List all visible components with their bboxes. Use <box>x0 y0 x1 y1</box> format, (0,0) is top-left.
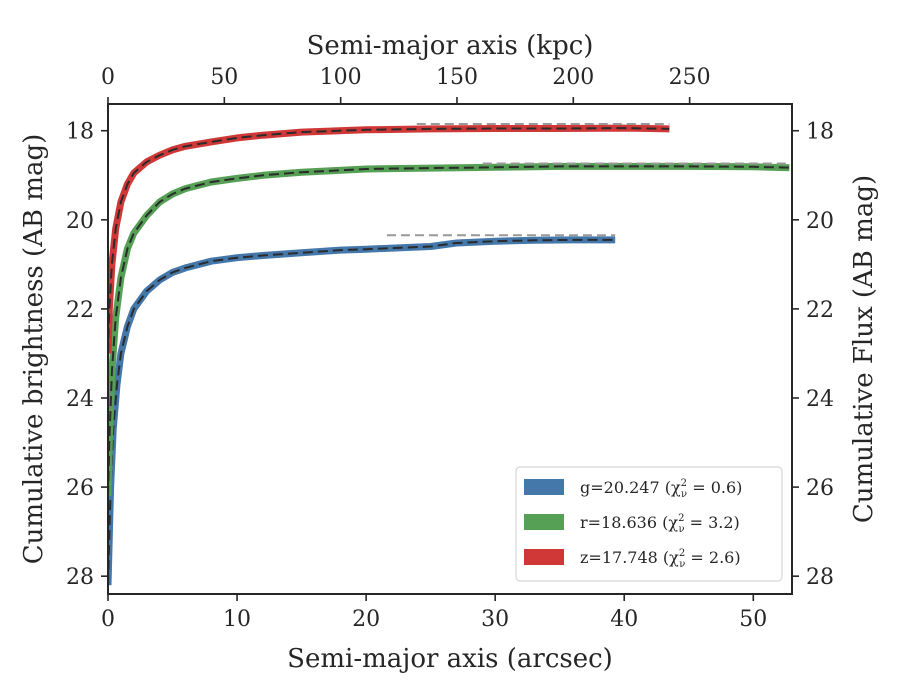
model-curve-z <box>108 127 670 354</box>
top-x-tick-label: 150 <box>436 65 478 90</box>
left-y-axis: 18 20 22 24 26 28 <box>66 120 108 590</box>
x-tick-label: 20 <box>352 607 380 632</box>
legend-swatch-g <box>524 479 564 495</box>
legend: g=20.247 (χ2 ν = 0.6) r=18.636 (χ2 ν = 3.2)… <box>515 466 783 582</box>
series-layer <box>108 122 790 586</box>
top-x-axis-title: Semi-major axis (kpc) <box>307 31 594 61</box>
y-tick-label: 18 <box>66 120 94 145</box>
x-tick-label: 40 <box>610 607 638 632</box>
right-y-tick-label: 20 <box>806 209 834 234</box>
x-tick-label: 10 <box>223 607 251 632</box>
top-x-tick-label: 50 <box>210 65 238 90</box>
legend-label-r: r=18.636 (χ2 ν = 3.2) <box>580 513 740 535</box>
legend-label-z: z=17.748 (χ2 ν = 2.6) <box>580 548 741 570</box>
right-y-axis: 18 20 22 24 26 28 <box>792 120 834 590</box>
legend-swatch-r <box>524 514 564 530</box>
bottom-x-axis: 0 10 20 30 40 50 <box>101 594 767 632</box>
right-y-axis-title: Cumulative Flux (AB mag) <box>849 175 879 523</box>
y-tick-label: 24 <box>66 387 94 412</box>
legend-label-g: g=20.247 (χ2 ν = 0.6) <box>580 478 742 500</box>
legend-swatch-z <box>524 549 564 565</box>
top-x-tick-label: 0 <box>101 65 115 90</box>
top-x-axis: 0 50 100 150 200 250 <box>101 65 711 104</box>
right-y-tick-label: 26 <box>806 476 834 501</box>
x-tick-label: 30 <box>481 607 509 632</box>
right-y-tick-label: 24 <box>806 387 834 412</box>
y-axis-title: Cumulative brightness (AB mag) <box>19 134 49 565</box>
x-tick-label: 50 <box>739 607 767 632</box>
y-tick-label: 26 <box>66 476 94 501</box>
y-tick-label: 28 <box>66 565 94 590</box>
right-y-tick-label: 22 <box>806 298 834 323</box>
plot-frame <box>107 103 793 595</box>
model-curve-g <box>108 238 616 586</box>
top-x-tick-label: 200 <box>552 65 594 90</box>
y-tick-label: 22 <box>66 298 94 323</box>
x-axis-title: Semi-major axis (arcsec) <box>287 644 613 674</box>
y-tick-label: 20 <box>66 209 94 234</box>
model-curve-r <box>108 165 790 497</box>
legend-box <box>515 466 783 582</box>
top-x-tick-label: 100 <box>320 65 362 90</box>
right-y-tick-label: 18 <box>806 120 834 145</box>
top-x-tick-label: 250 <box>669 65 711 90</box>
x-tick-label: 0 <box>101 607 115 632</box>
right-y-tick-label: 28 <box>806 565 834 590</box>
